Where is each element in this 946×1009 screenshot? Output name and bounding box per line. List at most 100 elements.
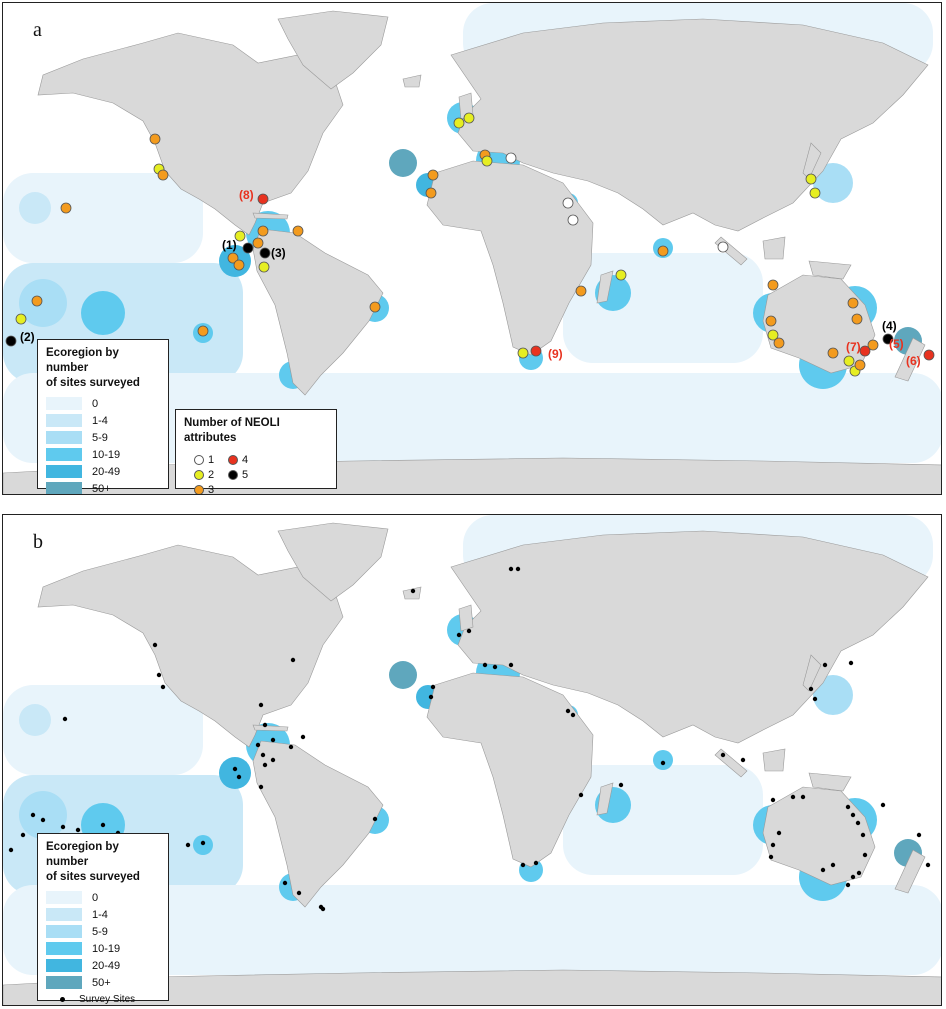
callout-9: (9) xyxy=(548,347,563,361)
map-panel-a: (1) (2) (3) (4) (5) (6) (7) (8) (9) a Ec… xyxy=(2,2,942,495)
callout-2: (2) xyxy=(20,330,35,344)
survey-site xyxy=(570,712,576,718)
ecoregion-mascarene xyxy=(653,750,673,770)
neoli-site-1 xyxy=(567,214,579,226)
survey-site xyxy=(160,684,166,690)
land-british-isles xyxy=(458,604,474,632)
survey-site xyxy=(30,812,36,818)
survey-site xyxy=(430,684,436,690)
neoli-site-3 xyxy=(252,237,264,249)
legend-item: 10-19 xyxy=(46,446,162,463)
neoli-site-3 xyxy=(827,347,839,359)
survey-site xyxy=(862,852,868,858)
legend-item-label: 1-4 xyxy=(92,908,108,921)
swatch-50-plus xyxy=(46,976,82,989)
survey-site xyxy=(200,840,206,846)
neoli-label: 4 xyxy=(242,453,249,466)
neoli-site-3 xyxy=(575,285,587,297)
world-map-b xyxy=(3,515,941,1005)
land-madagascar xyxy=(596,270,614,304)
land-south-america xyxy=(252,740,384,908)
survey-site xyxy=(565,708,571,714)
survey-site xyxy=(300,734,306,740)
neoli-dot-5 xyxy=(228,469,238,480)
neoli-site-2 xyxy=(481,155,493,167)
survey-site xyxy=(456,632,462,638)
survey-site xyxy=(60,824,66,830)
callout-layer: (1) (2) (3) (4) (5) (6) (7) (8) (9) xyxy=(20,188,921,368)
neoli-site-2 xyxy=(453,117,465,129)
survey-site-dot-icon xyxy=(60,996,65,1002)
survey-site xyxy=(660,760,666,766)
survey-site xyxy=(925,862,931,868)
neoli-site-3 xyxy=(31,295,43,307)
neoli-label: 2 xyxy=(208,468,215,481)
survey-site xyxy=(850,874,856,880)
neoli-label: 1 xyxy=(208,453,215,466)
neoli-site-3 xyxy=(425,187,437,199)
survey-site xyxy=(533,860,539,866)
swatch-20-49 xyxy=(46,959,82,972)
land-antarctica xyxy=(3,969,941,1005)
legend-item-label: 10-19 xyxy=(92,942,121,955)
neoli-site-2 xyxy=(843,355,855,367)
swatch-5-9 xyxy=(46,925,82,938)
legend-item: 1-4 xyxy=(46,906,162,923)
survey-site xyxy=(740,757,746,763)
land-japan xyxy=(802,654,822,692)
panel-label: a xyxy=(33,19,42,41)
neoli-site-3 xyxy=(227,252,239,264)
legend-item: 1-4 xyxy=(46,412,162,429)
legend-item: 50+ xyxy=(46,480,162,494)
ecoregion-n-pacific-band xyxy=(3,685,203,775)
survey-site xyxy=(152,642,158,648)
survey-site xyxy=(282,880,288,886)
survey-site xyxy=(812,696,818,702)
neoli-dot-1 xyxy=(194,454,204,465)
survey-site xyxy=(768,854,774,860)
survey-site xyxy=(428,694,434,700)
neoli-site-3 xyxy=(773,337,785,349)
land-borneo xyxy=(762,236,786,260)
legend-item: 20-49 xyxy=(46,463,162,480)
neoli-site-3 xyxy=(847,297,859,309)
neoli-site-3 xyxy=(854,359,866,371)
neoli-site-2 xyxy=(517,347,529,359)
survey-site xyxy=(270,757,276,763)
neoli-site-3 xyxy=(60,202,72,214)
land-new-zealand xyxy=(894,849,926,894)
survey-site xyxy=(790,794,796,800)
land-australia xyxy=(762,786,876,886)
survey-site xyxy=(20,832,26,838)
land-new-guinea xyxy=(808,772,852,792)
survey-site xyxy=(288,744,294,750)
legend-item: 5-9 xyxy=(46,923,162,940)
survey-site xyxy=(820,867,826,873)
neoli-site-5 xyxy=(882,333,894,345)
neoli-site-3 xyxy=(427,169,439,181)
legend-item-label: 5-9 xyxy=(92,431,108,444)
survey-site xyxy=(848,660,854,666)
survey-site xyxy=(410,588,416,594)
ecoregion-indian-band xyxy=(563,253,763,363)
swatch-1-4 xyxy=(46,908,82,921)
survey-site xyxy=(270,737,276,743)
survey-site xyxy=(776,830,782,836)
callout-4: (4) xyxy=(882,319,897,333)
legend-item: 10-19 xyxy=(46,940,162,957)
neoli-site-2 xyxy=(15,313,27,325)
neoli-site-4 xyxy=(923,349,935,361)
ecoregion-n-pacific-band xyxy=(3,173,203,263)
survey-site xyxy=(770,797,776,803)
swatch-1-4 xyxy=(46,414,82,427)
survey-site xyxy=(75,827,81,833)
survey-site xyxy=(262,722,268,728)
survey-site xyxy=(8,847,14,853)
legend-item-label: 1-4 xyxy=(92,414,108,427)
legend-item: 5-9 xyxy=(46,429,162,446)
ecoregion-japan-sea xyxy=(813,675,853,715)
land-new-zealand xyxy=(894,337,926,382)
survey-site xyxy=(258,702,264,708)
survey-site xyxy=(822,662,828,668)
ecoregion-indian-band xyxy=(563,765,763,875)
